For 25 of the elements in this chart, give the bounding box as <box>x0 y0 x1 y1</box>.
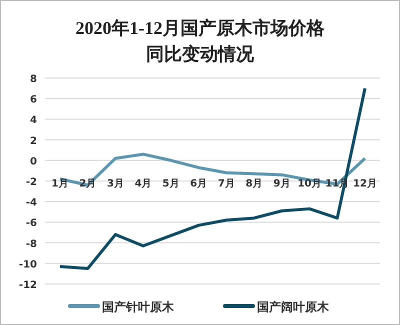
chart-title: 2020年1-12月国产原木市场价格同比变动情况 <box>76 18 326 64</box>
line-series <box>58 152 366 187</box>
x-tick-label: 5月 <box>162 178 180 190</box>
y-tick-label: -10 <box>18 259 38 270</box>
y-tick-label: -4 <box>26 198 38 209</box>
y-tick-label: -6 <box>26 218 38 230</box>
y-tick-label: 0 <box>30 156 38 168</box>
x-tick-label: 3月 <box>106 178 124 190</box>
x-tick-label: 12月 <box>353 178 377 190</box>
x-tick-label: 8月 <box>246 178 263 190</box>
x-tick-label: 7月 <box>218 178 235 190</box>
y-tick-label: -8 <box>26 238 38 250</box>
y-tick-label: -2 <box>26 177 38 188</box>
legend-label: 国产阔叶原木 <box>257 300 330 314</box>
x-tick-label: 1月 <box>52 178 68 190</box>
y-tick-label: -12 <box>18 280 38 291</box>
y-tick-label: 6 <box>30 94 38 106</box>
line-series <box>58 86 366 270</box>
y-tick-label: 8 <box>30 74 38 85</box>
y-tick-label: 2 <box>30 136 38 147</box>
x-tick-label: 6月 <box>190 178 208 190</box>
y-tick-label: 4 <box>30 115 38 126</box>
legend-label: 国产针叶原木 <box>102 300 175 314</box>
x-tick-label: 4月 <box>134 178 152 190</box>
x-tick-label: 9月 <box>273 178 290 190</box>
